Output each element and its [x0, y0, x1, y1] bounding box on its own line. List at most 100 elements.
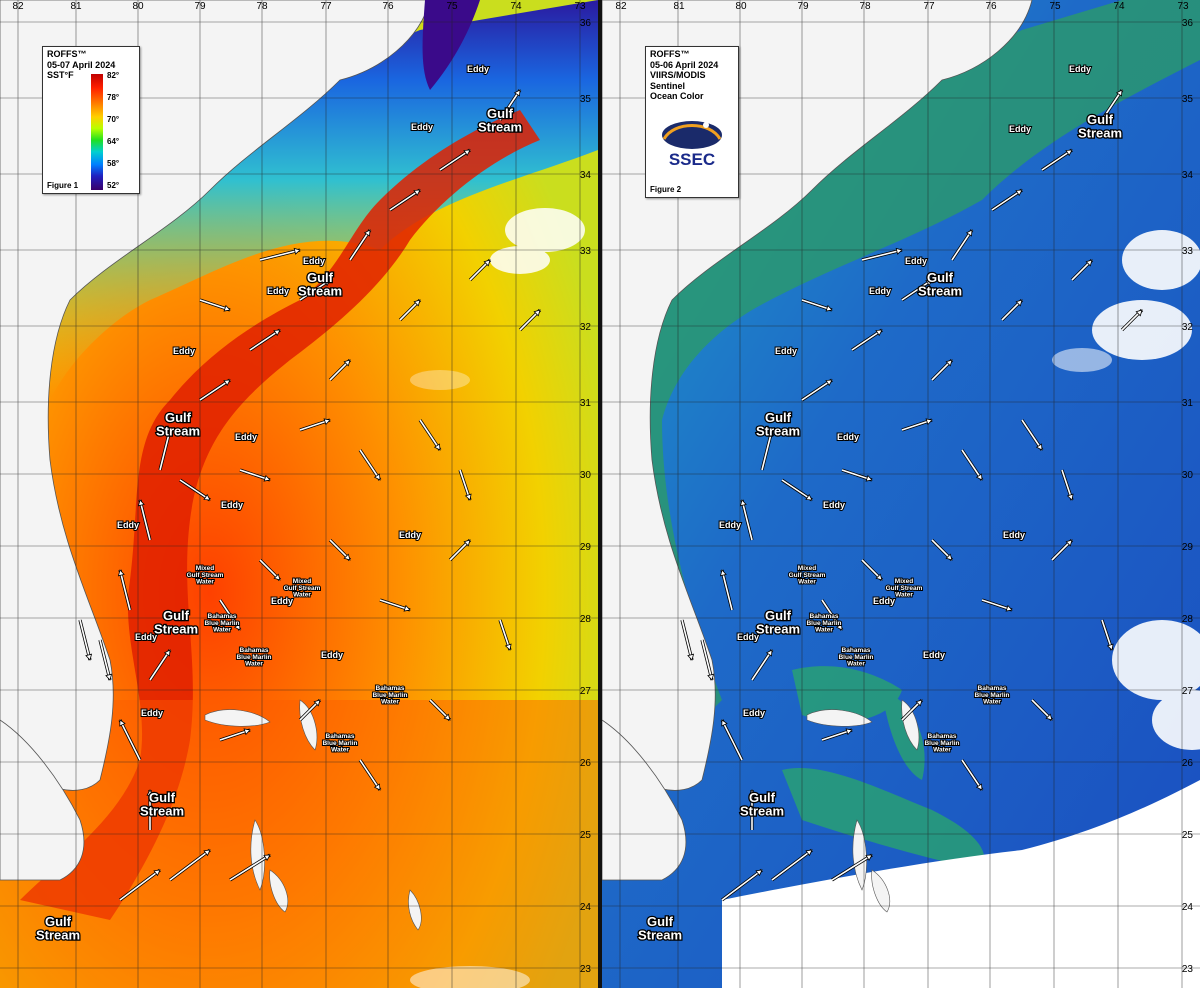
current-arrow [468, 258, 492, 282]
longitude-label: 75 [1049, 1, 1061, 12]
latitude-label: 26 [580, 758, 592, 769]
current-label: Gulf Stream [756, 608, 800, 637]
current-arrow [258, 558, 282, 582]
latitude-label: 34 [1182, 170, 1194, 181]
scale-tick: 64° [107, 137, 120, 146]
bahamas-islands [204, 699, 422, 931]
water-label: Mixed Gulf Stream Water [284, 578, 321, 599]
current-arrow [760, 429, 775, 471]
latitude-label: 29 [580, 542, 592, 553]
current-arrow [930, 358, 954, 382]
current-arrow [299, 278, 331, 302]
legend-title: ROFFS™ 05-07 April 2024 SST°F [47, 49, 115, 81]
cool-shelf-water [40, 0, 598, 400]
eddy-label: Eddy [905, 256, 927, 266]
current-arrow [148, 649, 172, 681]
current-arrow [379, 598, 411, 612]
legend-brand: ROFFS™ [650, 49, 690, 59]
eddy-label: Eddy [135, 632, 157, 642]
current-arrow [398, 298, 422, 322]
current-arrow [860, 558, 884, 582]
current-arrow [118, 719, 142, 761]
eddy-label: Eddy [823, 500, 845, 510]
scale-tick: 78° [107, 93, 120, 102]
current-label: Gulf Stream [298, 270, 342, 299]
figure-label: Figure 2 [650, 185, 682, 194]
eddy-label: Eddy [141, 708, 163, 718]
eddy-label: Eddy [271, 596, 293, 606]
water-label: Bahamas Blue Marlin Water [924, 733, 959, 754]
water-label: Bahamas Blue Marlin Water [204, 613, 239, 634]
current-arrow [1020, 419, 1044, 451]
water-label: Mixed Gulf Stream Water [886, 578, 923, 599]
latitude-label: 31 [1182, 398, 1194, 409]
sst-legend: ROFFS™ 05-07 April 2024 SST°F 82° 78° 70… [42, 46, 140, 194]
eddy-label: Eddy [743, 708, 765, 718]
current-arrow [298, 698, 322, 722]
eddy-label: Eddy [737, 632, 759, 642]
latitude-label: 35 [580, 94, 592, 105]
latitude-label: 32 [1182, 322, 1194, 333]
water-label: Bahamas Blue Marlin Water [322, 733, 357, 754]
latitude-label: 31 [580, 398, 592, 409]
current-arrow [748, 789, 756, 830]
current-arrow [158, 429, 173, 471]
current-arrow [229, 853, 271, 882]
current-arrow [801, 298, 833, 312]
grid-labels: 82 81 80 79 78 77 76 75 74 73 36 35 34 33 32 31 30 29 28 27… [615, 1, 1193, 975]
current-arrow [901, 278, 933, 302]
current-label: Gulf Stream [478, 106, 522, 135]
eddy-label: Eddy [1009, 124, 1031, 134]
eddy-label: Eddy [235, 432, 257, 442]
longitude-label: 81 [673, 1, 685, 12]
current-arrow [348, 229, 372, 261]
legend-sensor: VIIRS/MODIS [650, 70, 706, 80]
eddy-label: Eddy [267, 286, 289, 296]
water-label: Bahamas Blue Marlin Water [372, 685, 407, 706]
latitude-label: 30 [1182, 470, 1194, 481]
current-arrow [771, 848, 813, 882]
current-arrow [1120, 308, 1144, 332]
current-arrow [1041, 148, 1073, 172]
eddy-label: Eddy [1069, 64, 1091, 74]
current-arrow [328, 538, 352, 562]
water-label: Bahamas Blue Marlin Water [974, 685, 1009, 706]
current-arrow [146, 789, 154, 830]
current-arrow [1060, 469, 1074, 501]
latitude-label: 32 [580, 322, 592, 333]
current-arrow [991, 188, 1023, 212]
no-data-area [722, 780, 1200, 988]
latitude-label: 28 [1182, 614, 1194, 625]
current-label: Gulf Stream [918, 270, 962, 299]
warm-south [0, 700, 598, 988]
eddy-label: Eddy [221, 500, 243, 510]
current-arrow [199, 378, 231, 402]
current-arrow [498, 619, 512, 651]
current-arrow [900, 698, 924, 722]
lat-lon-grid [0, 0, 598, 988]
eddy-label: Eddy [775, 346, 797, 356]
eddy-label: Eddy [1003, 530, 1025, 540]
figure-label: Figure 1 [47, 181, 79, 190]
current-arrows [78, 89, 542, 902]
legend-variable: Ocean Color [650, 91, 704, 101]
eddy-label: Eddy [837, 432, 859, 442]
latitude-label: 25 [580, 830, 592, 841]
current-arrow [750, 649, 774, 681]
longitude-label: 77 [923, 1, 935, 12]
eddy-label: Eddy [321, 650, 343, 660]
pamlico-sound [422, 0, 480, 90]
current-label: Gulf Stream [140, 790, 184, 819]
latitude-label: 26 [1182, 758, 1194, 769]
sst-color-scale [91, 74, 103, 190]
ocean-color-legend: ROFFS™ 05-06 April 2024 VIIRS/MODIS Sent… [645, 46, 739, 198]
panel-divider [598, 0, 602, 988]
current-arrow [137, 499, 152, 541]
current-arrow [901, 418, 933, 432]
latitude-label: 35 [1182, 94, 1194, 105]
current-arrow [119, 868, 161, 902]
current-arrow [199, 298, 231, 312]
eddy-label: Eddy [173, 346, 195, 356]
current-label: Gulf Stream [740, 790, 784, 819]
legend-title: ROFFS™ 05-06 April 2024 VIIRS/MODIS Sent… [650, 49, 718, 102]
